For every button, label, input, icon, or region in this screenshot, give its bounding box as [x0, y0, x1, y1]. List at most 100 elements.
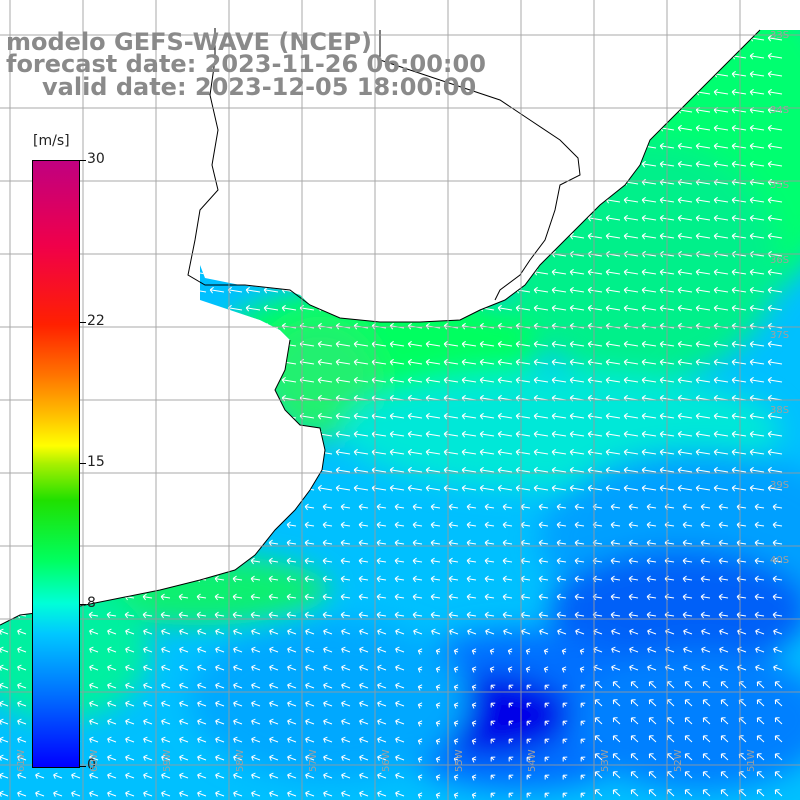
wind-arrow: [731, 268, 747, 276]
wind-arrow: [407, 484, 423, 492]
wind-arrow: [173, 466, 189, 474]
wind-arrow: [376, 611, 387, 619]
wind-arrow: [551, 340, 567, 348]
wind-arrow: [594, 735, 603, 743]
wind-arrow: [137, 304, 153, 312]
wind-arrow: [125, 664, 135, 671]
wind-arrow: [718, 575, 729, 583]
wind-arrow: [209, 268, 225, 276]
wind-arrow: [107, 772, 117, 779]
wind-arrow: [461, 286, 477, 294]
wind-arrow: [425, 232, 441, 240]
wind-arrow: [179, 736, 189, 743]
wind-arrow: [605, 376, 621, 384]
wind-arrow: [245, 358, 261, 366]
wind-arrow: [395, 682, 405, 689]
wind-arrow: [317, 214, 333, 222]
wind-arrow: [731, 124, 747, 132]
wind-arrow: [394, 539, 405, 547]
wind-arrow: [119, 448, 135, 456]
wind-arrow: [773, 628, 783, 635]
wind-arrow: [232, 611, 243, 619]
wind-arrow: [17, 772, 27, 779]
wind-arrow: [594, 717, 603, 725]
wind-arrow: [353, 268, 369, 276]
wind-arrow: [713, 268, 729, 276]
wind-arrow: [682, 593, 693, 601]
wind-arrow: [605, 52, 621, 60]
wind-arrow: [749, 484, 765, 492]
wind-arrow: [425, 412, 441, 420]
wind-arrow: [263, 376, 279, 384]
wind-arrow: [544, 684, 550, 690]
colorbar-tick: [80, 463, 86, 464]
wind-arrow: [179, 772, 189, 779]
wind-arrow: [749, 358, 765, 366]
wind-arrow: [489, 648, 495, 655]
wind-arrow: [702, 735, 711, 743]
wind-arrow: [371, 304, 387, 312]
wind-arrow: [718, 521, 729, 529]
wind-arrow: [341, 736, 351, 743]
wind-arrow: [269, 700, 279, 707]
wind-arrow: [767, 484, 783, 492]
wind-arrow: [533, 70, 549, 78]
wind-arrow: [215, 700, 225, 707]
wind-arrow: [335, 142, 351, 150]
wind-arrow: [702, 753, 711, 761]
wind-arrow: [412, 575, 423, 583]
wind-arrow: [335, 268, 351, 276]
wind-arrow: [11, 124, 27, 132]
wind-arrow: [178, 593, 189, 601]
wind-arrow: [0, 88, 9, 96]
wind-arrow: [628, 593, 639, 601]
wind-arrow: [767, 376, 783, 384]
wind-arrow: [353, 286, 369, 294]
wind-arrow: [413, 628, 423, 635]
wind-arrow: [515, 214, 531, 222]
wind-arrow: [641, 52, 657, 60]
colorbar-tick-label: 30: [87, 151, 105, 167]
longitude-label: 55W: [454, 749, 465, 772]
wind-arrow: [281, 160, 297, 168]
wind-arrow: [377, 772, 387, 779]
wind-arrow: [173, 322, 189, 330]
wind-arrow: [101, 304, 117, 312]
wind-arrow: [304, 575, 315, 583]
wind-arrow: [371, 196, 387, 204]
wind-arrow: [569, 196, 585, 204]
wind-arrow: [630, 753, 639, 761]
wind-arrow: [161, 646, 171, 653]
wind-arrow: [353, 304, 369, 312]
wind-arrow: [754, 521, 765, 529]
wind-arrow: [466, 593, 477, 601]
wind-arrow: [435, 648, 441, 655]
latitude-label: 39S: [770, 480, 790, 491]
wind-arrow: [340, 539, 351, 547]
wind-arrow: [191, 232, 207, 240]
wind-arrow: [83, 484, 99, 492]
wind-arrow: [322, 503, 333, 511]
wind-arrow: [417, 756, 423, 763]
wind-arrow: [417, 702, 423, 709]
wind-arrow: [317, 340, 333, 348]
wind-arrow: [305, 718, 315, 725]
wind-arrow: [389, 214, 405, 222]
wind-arrow: [720, 735, 729, 743]
wind-arrow: [191, 322, 207, 330]
wind-arrow: [227, 412, 243, 420]
wind-arrow: [461, 448, 477, 456]
wind-arrow: [587, 34, 603, 42]
wind-arrow: [641, 286, 657, 294]
wind-arrow: [562, 774, 568, 780]
wind-arrow: [587, 484, 603, 492]
wind-arrow: [538, 593, 549, 601]
wind-arrow: [417, 666, 423, 673]
wind-arrow: [580, 738, 586, 744]
wind-arrow: [502, 557, 513, 565]
wind-arrow: [646, 539, 657, 547]
wind-arrow: [443, 142, 459, 150]
wind-arrow: [160, 539, 171, 547]
wind-arrow: [569, 484, 585, 492]
wind-arrow: [731, 34, 747, 42]
